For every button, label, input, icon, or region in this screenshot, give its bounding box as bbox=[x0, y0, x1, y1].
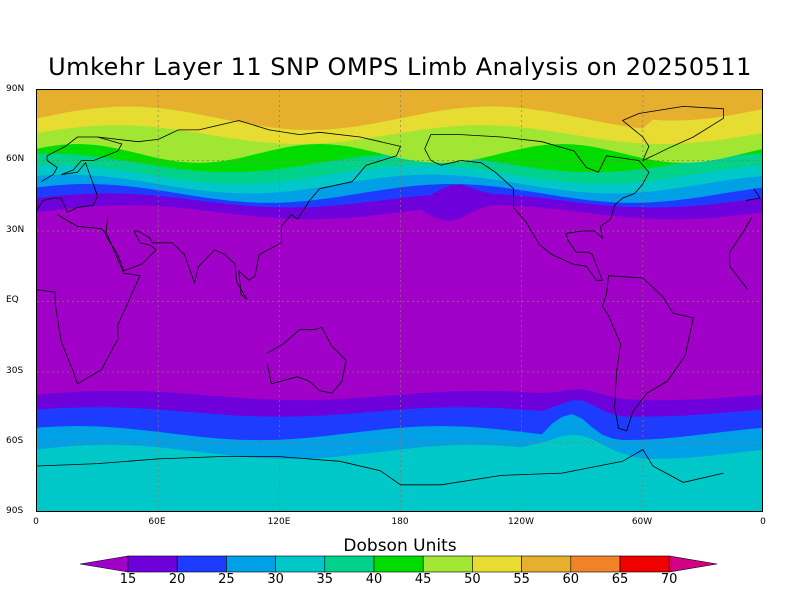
africa-coast bbox=[37, 214, 753, 385]
map-panel bbox=[36, 89, 763, 512]
north-america-coast bbox=[424, 134, 650, 281]
ozone-map bbox=[37, 90, 762, 511]
colorbar-box bbox=[226, 555, 276, 573]
colorbar-box bbox=[422, 555, 473, 573]
colorbar-label-20: 20 bbox=[168, 572, 186, 587]
lat-label-60s: 60S bbox=[6, 436, 24, 446]
colorbar-box bbox=[176, 555, 227, 573]
lon-label-0: 0 bbox=[33, 517, 39, 527]
colorbar-min-triangle bbox=[80, 555, 129, 573]
colorbar-label-45: 45 bbox=[414, 572, 432, 587]
antarctica-coast bbox=[37, 449, 724, 486]
colorbar bbox=[80, 555, 718, 573]
colorbar-label-30: 30 bbox=[267, 572, 284, 587]
colorbar-max-triangle bbox=[668, 555, 718, 573]
lat-label-90n: 90N bbox=[6, 84, 25, 94]
colorbar-label-55: 55 bbox=[513, 572, 530, 587]
lon-label-120e: 120E bbox=[267, 517, 291, 527]
australia-coast bbox=[266, 326, 347, 394]
greenland-coast bbox=[621, 105, 724, 161]
lat-label-30n: 30N bbox=[6, 225, 25, 235]
south-america-coast bbox=[601, 275, 694, 432]
colorbar-label-25: 25 bbox=[218, 572, 235, 587]
colorbar-label-50: 50 bbox=[464, 572, 481, 587]
colorbar-box bbox=[127, 555, 178, 573]
lat-label-eq: EQ bbox=[6, 295, 19, 305]
lon-label-120w: 120W bbox=[507, 517, 535, 527]
asia-coast bbox=[97, 120, 402, 300]
colorbar-box bbox=[324, 555, 375, 573]
colorbar-label-70: 70 bbox=[660, 572, 678, 587]
colorbar-label-65: 65 bbox=[611, 572, 629, 587]
lat-label-90s: 90S bbox=[6, 506, 24, 516]
colorbar-label-15: 15 bbox=[119, 572, 137, 587]
lat-label-30s: 30S bbox=[6, 366, 24, 376]
colorbar-box bbox=[521, 555, 572, 573]
chart-title: Umkehr Layer 11 SNP OMPS Limb Analysis o… bbox=[48, 53, 752, 81]
colorbar-label-35: 35 bbox=[316, 572, 334, 587]
contour-bands bbox=[37, 90, 762, 511]
band-north-55 bbox=[37, 90, 762, 130]
lon-label-0-east: 0 bbox=[760, 517, 766, 527]
colorbar-title: Dobson Units bbox=[343, 536, 457, 556]
colorbar-label-60: 60 bbox=[562, 572, 580, 587]
lon-label-60w: 60W bbox=[631, 517, 653, 527]
lat-label-60n: 60N bbox=[6, 154, 25, 164]
lon-label-180: 180 bbox=[391, 517, 409, 527]
colorbar-box bbox=[275, 555, 326, 573]
band-south-30 bbox=[37, 434, 762, 511]
lon-label-60e: 60E bbox=[148, 517, 166, 527]
colorbar-box bbox=[373, 555, 424, 573]
colorbar-box bbox=[472, 555, 522, 573]
colorbar-box bbox=[570, 555, 621, 573]
coastlines bbox=[37, 105, 760, 486]
colorbar-label-40: 40 bbox=[365, 572, 383, 587]
colorbar-box bbox=[619, 555, 670, 573]
